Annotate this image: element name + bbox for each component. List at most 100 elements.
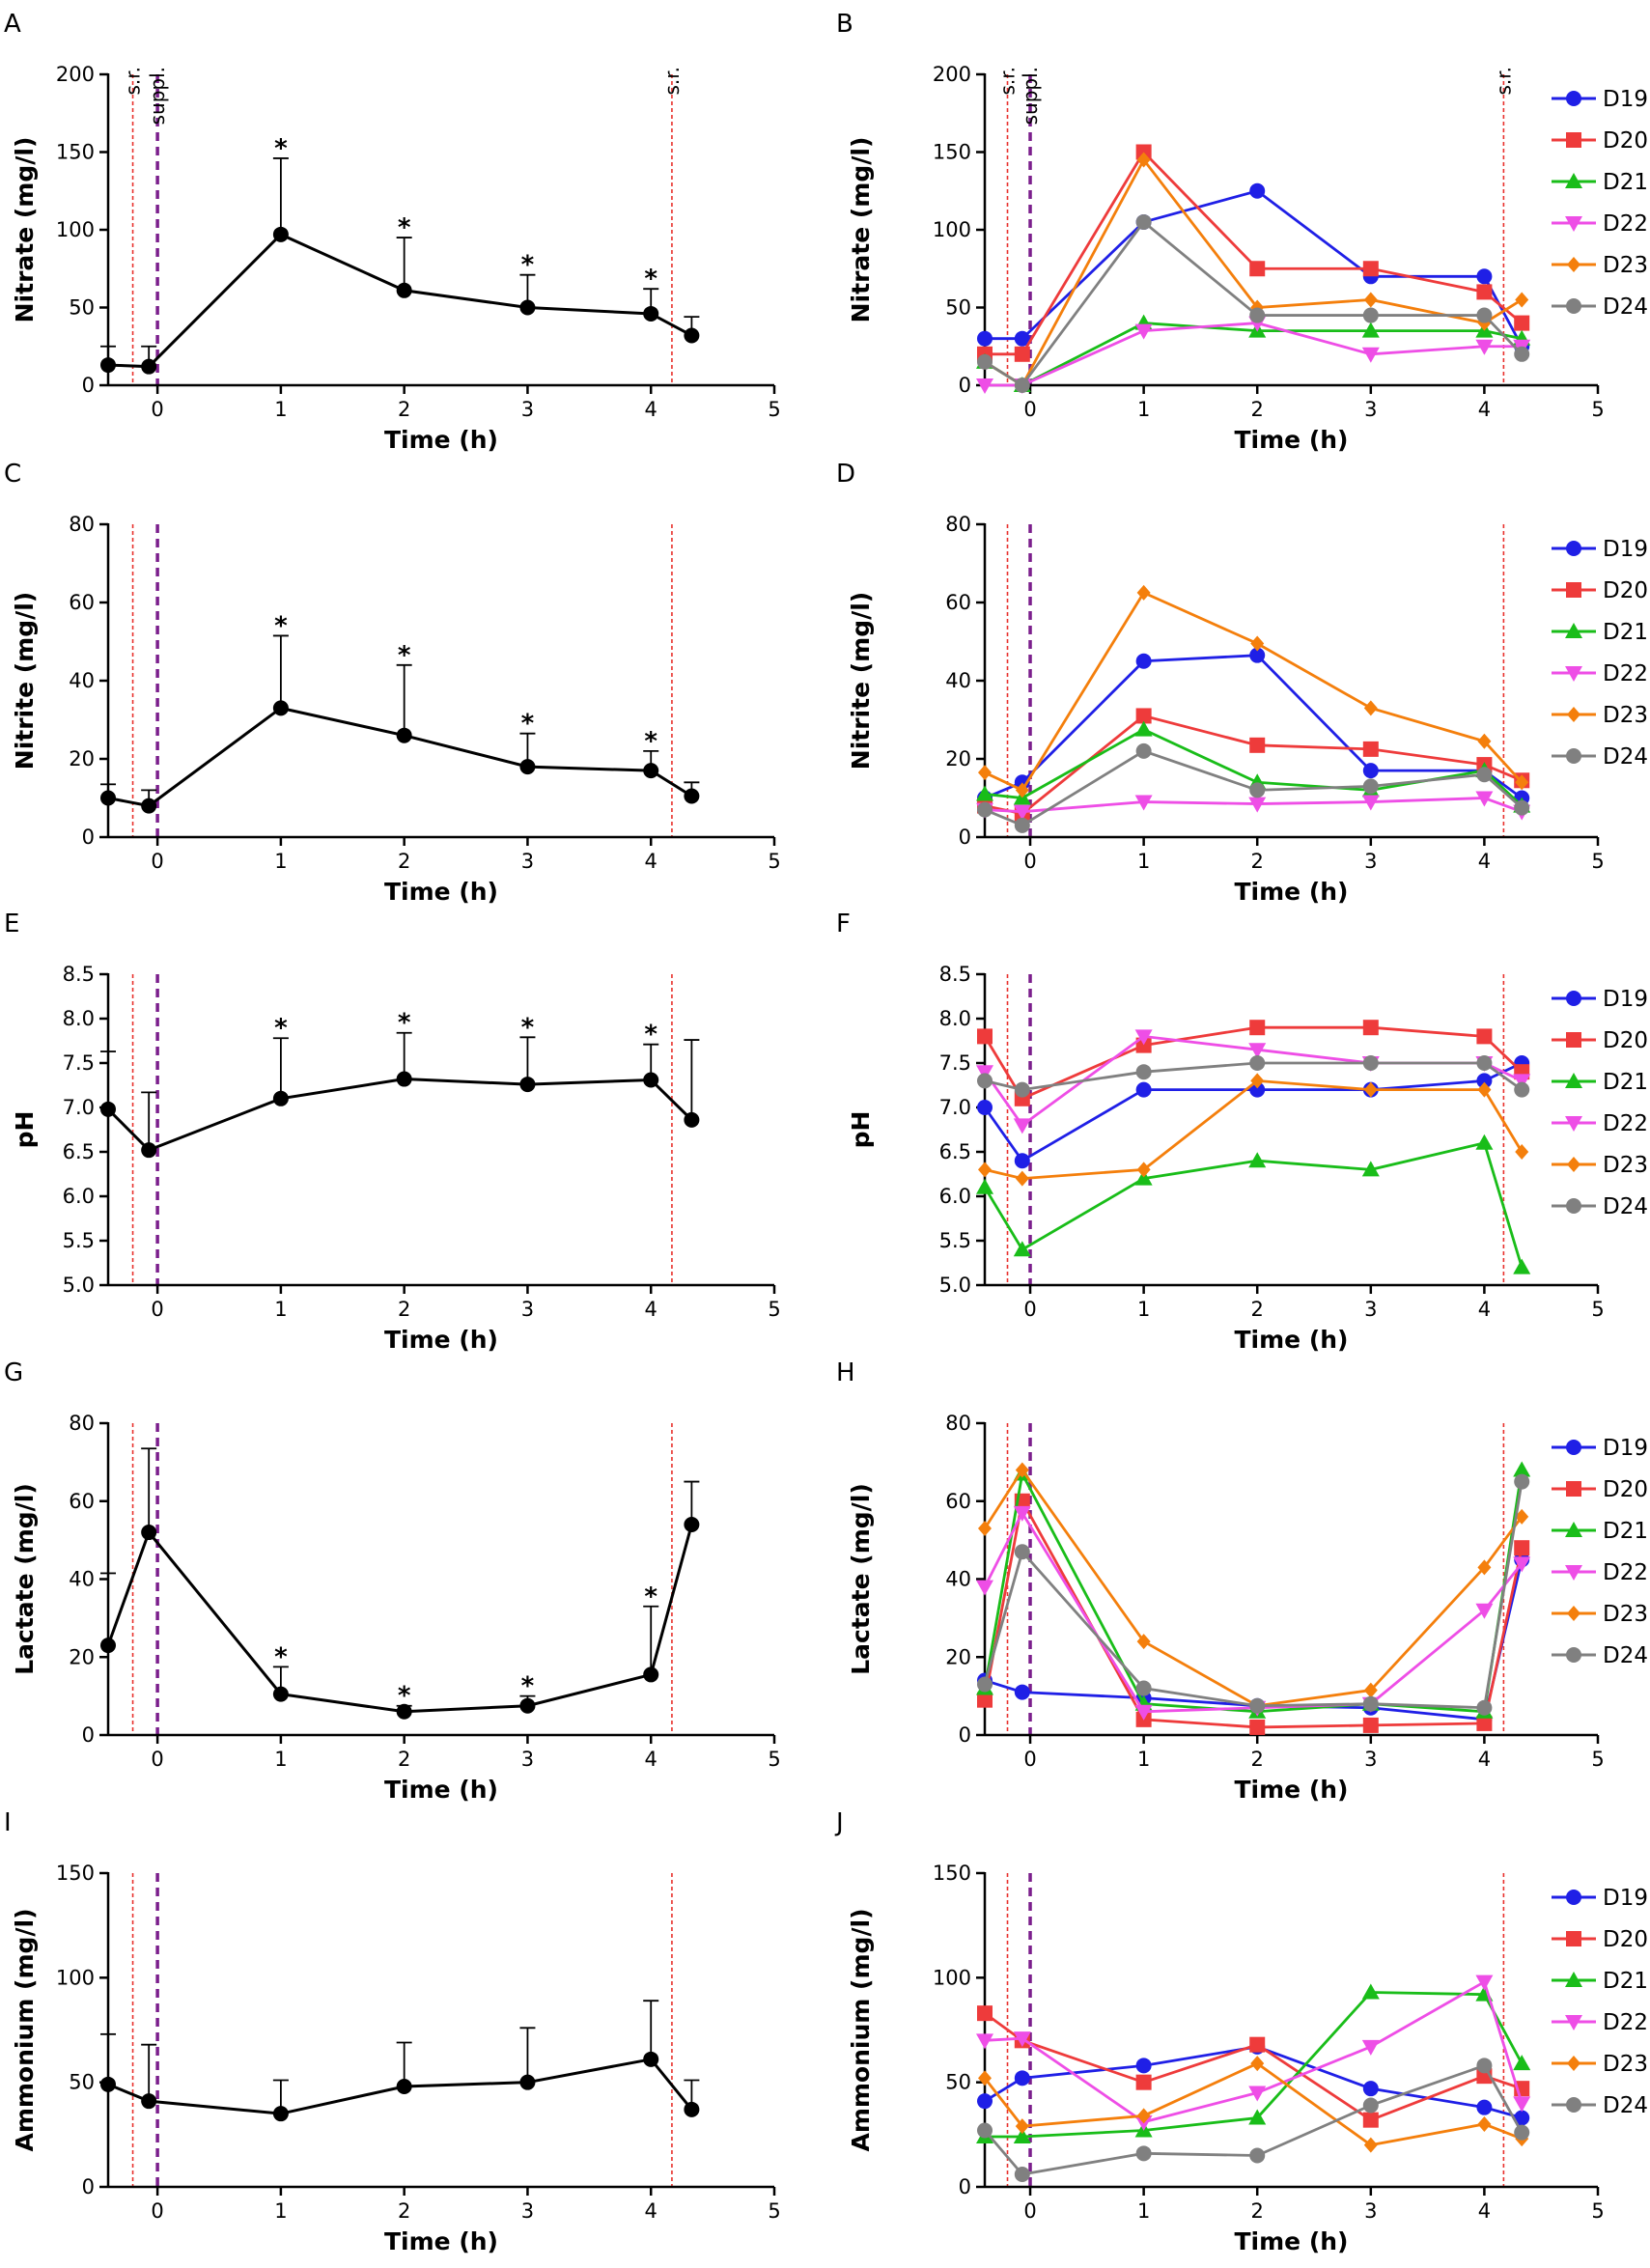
data-point [1014,2070,1030,2086]
panel-letter: I [4,1808,12,1837]
data-point [141,1525,157,1541]
panel-letter: J [834,1808,844,1837]
legend-marker [1565,1565,1582,1581]
y-tick-label: 0 [82,374,95,397]
significance-star: * [274,134,288,163]
data-point [1135,144,1152,160]
x-tick-label: 2 [1251,1748,1264,1771]
x-tick-label: 0 [151,2199,163,2223]
data-point [684,1111,700,1128]
legend-marker [1565,216,1582,232]
x-tick-label: 2 [398,2199,410,2223]
x-tick-label: 5 [768,1298,780,1321]
data-point [1362,778,1379,795]
legend-label: D19 [1603,1886,1648,1911]
x-tick-label: 1 [274,398,287,421]
panel-i: I 0 50 100 150 0 1 2 3 4 5 Time (h) Ammonium (mg/l) [4,1808,781,2255]
y-axis-label: Ammonium (mg/l) [847,1908,875,2151]
data-point [1250,1073,1265,1089]
x-tick-label: 4 [1478,2199,1491,2223]
data-point [396,727,412,743]
legend-marker [1566,132,1581,148]
data-point [519,1697,536,1714]
x-tick-label: 3 [1364,2199,1377,2223]
legend-marker [1566,582,1581,598]
y-tick-label: 5.5 [63,1229,95,1252]
data-point [1362,2097,1379,2114]
y-tick-label: 20 [69,1645,95,1668]
data-point [1362,307,1379,323]
data-point [977,801,993,818]
data-point [977,2122,993,2139]
data-point [1514,1081,1530,1098]
data-point [1475,1134,1494,1150]
legend-label: D23 [1603,253,1648,278]
y-tick-label: 200 [933,63,971,86]
panel-letter: G [4,1358,23,1387]
significance-star: * [274,1642,288,1671]
data-point [1476,307,1493,323]
data-point [1476,284,1493,300]
data-point [1013,1241,1031,1257]
y-tick-label: 80 [69,513,95,536]
x-tick-label: 3 [1364,1298,1377,1321]
marker-line-label: suppl. [146,67,169,125]
data-point [978,2070,992,2086]
y-tick-label: 150 [933,1862,971,1885]
x-tick-label: 5 [768,1748,780,1771]
y-tick-label: 100 [56,1966,95,1989]
panel-letter: E [4,910,19,938]
x-tick-label: 2 [1251,850,1264,873]
y-tick-label: 100 [933,218,971,241]
x-tick-label: 3 [521,2199,534,2223]
y-tick-label: 40 [69,669,95,692]
data-point [1249,307,1266,323]
legend-marker [1566,1931,1581,1946]
legend-marker [1565,1522,1582,1537]
data-point [1363,2137,1378,2153]
data-point [396,2079,412,2094]
data-point [1477,2116,1492,2132]
data-point [272,226,289,242]
data-point [1135,742,1152,759]
x-tick-label: 1 [1137,1298,1150,1321]
legend-label: D22 [1603,211,1648,237]
legend-label: D24 [1603,744,1648,770]
panel-d: D 0 20 40 60 80 0 1 2 3 4 5 Time (h) Nitrite (mg/l) D1… [836,460,1648,906]
legend-marker [1566,541,1581,556]
y-tick-label: 150 [56,1862,95,1885]
series-line-d24 [983,1481,1524,1710]
data-point [1135,1037,1152,1053]
x-tick-label: 2 [398,1748,410,1771]
x-axis-label: Time (h) [1235,878,1349,906]
data-point [978,1162,992,1178]
x-tick-label: 2 [398,1298,410,1321]
series-line-d21 [983,1470,1524,1714]
y-tick-label: 50 [945,2071,971,2094]
y-tick-label: 5.5 [939,1229,971,1252]
y-tick-label: 0 [82,2175,95,2198]
significance-star: * [398,1009,411,1038]
x-tick-label: 0 [1023,398,1036,421]
panel-c: C 0 20 40 60 80 0 1 2 3 4 5 Time (h) Nitrite (mg/l) * *… [4,460,781,906]
x-axis-label: Time (h) [384,426,498,454]
data-point [976,785,993,801]
legend-marker [1567,257,1580,272]
data-point [1014,1684,1030,1700]
y-tick-label: 150 [933,141,971,164]
series-line-d23 [984,591,1524,793]
data-point [1514,799,1530,816]
data-point [684,1516,700,1532]
data-point [1362,741,1379,757]
data-point [519,1077,536,1093]
data-point [1515,774,1529,791]
data-point [1134,1169,1153,1186]
data-point [1014,330,1030,347]
data-point [1013,2031,1031,2048]
x-tick-label: 4 [1478,1748,1491,1771]
x-axis-label: Time (h) [1235,426,1349,454]
data-point [1249,2036,1266,2053]
panel-e: E 5.0 5.5 6.0 6.5 7.0 7.5 8.0 8.5 0 1 2 3 4 5 Time (h) p… [4,910,781,1354]
